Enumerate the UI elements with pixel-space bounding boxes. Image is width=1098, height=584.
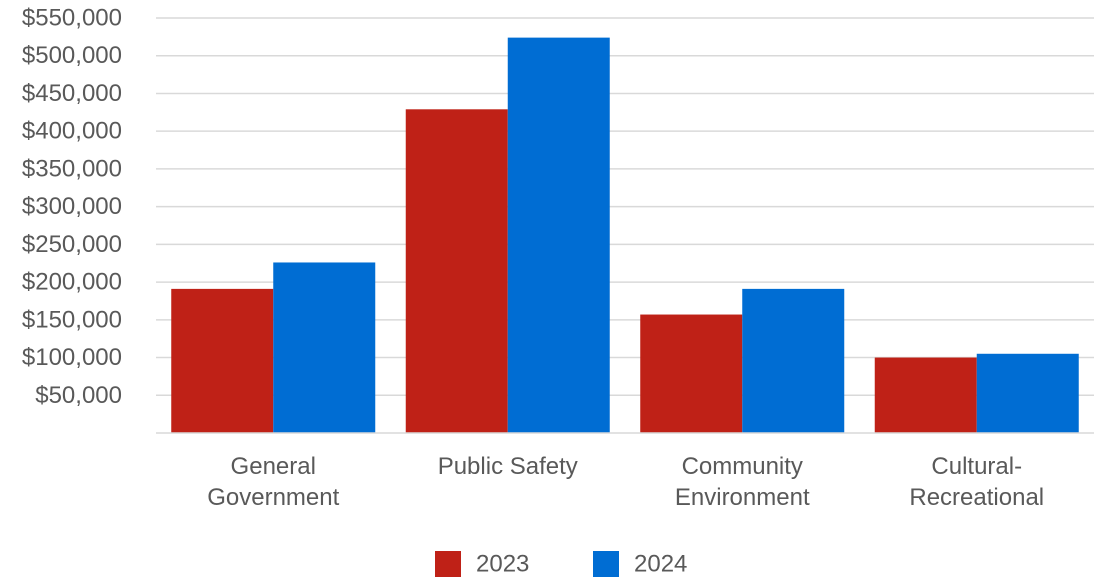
y-tick-label: $100,000: [22, 344, 122, 371]
legend-swatch: [593, 551, 619, 577]
legend-label: 2024: [634, 551, 687, 578]
x-tick-label: Community Environment: [675, 453, 810, 511]
bars: [171, 37, 1079, 434]
bar-2023-3: [874, 357, 977, 433]
legend-item-2023: 2023: [435, 551, 529, 578]
bar-2023-0: [171, 288, 274, 433]
x-tick-label-line: Public Safety: [438, 453, 578, 480]
y-axis-tick-labels: $50,000 $100,000 $150,000 $200,000 $250,000 $…: [22, 5, 122, 409]
bar-2024-2: [742, 288, 845, 433]
x-tick-label: Public Safety: [438, 453, 578, 480]
bar-2023-2: [640, 314, 743, 433]
y-tick-label: $550,000: [22, 5, 122, 32]
x-tick-label-line: General: [231, 453, 316, 480]
y-tick-label: $200,000: [22, 269, 122, 296]
bar-2024-0: [273, 262, 376, 433]
x-tick-label: Cultural- Recreational: [909, 453, 1044, 511]
bar-2023-1: [405, 109, 508, 434]
bar-2024-1: [507, 37, 610, 433]
legend-label: 2023: [476, 551, 529, 578]
legend-swatch: [435, 551, 461, 577]
x-tick-label-line: Recreational: [909, 484, 1044, 511]
x-tick-label-line: Government: [207, 484, 339, 511]
y-tick-label: $150,000: [22, 306, 122, 333]
y-tick-label: $50,000: [35, 382, 122, 409]
x-tick-label-line: Cultural-: [931, 453, 1022, 480]
x-tick-label-line: Community: [682, 453, 803, 480]
y-tick-label: $450,000: [22, 80, 122, 107]
y-tick-label: $500,000: [22, 42, 122, 69]
bar-2024-3: [976, 353, 1079, 433]
x-tick-label: General Government: [207, 453, 339, 511]
x-axis-tick-labels: General Government Public Safety Community E…: [207, 453, 1044, 511]
y-tick-label: $300,000: [22, 193, 122, 220]
x-tick-label-line: Environment: [675, 484, 810, 511]
y-tick-label: $350,000: [22, 155, 122, 182]
y-tick-label: $400,000: [22, 118, 122, 145]
legend: 2023 2024: [435, 551, 687, 578]
legend-item-2024: 2024: [593, 551, 687, 578]
y-tick-label: $250,000: [22, 231, 122, 258]
